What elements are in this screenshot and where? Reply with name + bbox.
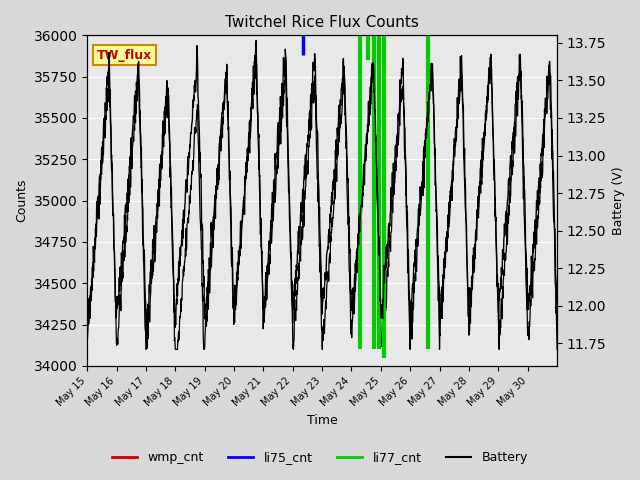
Legend: wmp_cnt, li75_cnt, li77_cnt, Battery: wmp_cnt, li75_cnt, li77_cnt, Battery xyxy=(107,446,533,469)
Y-axis label: Counts: Counts xyxy=(15,179,28,222)
Title: Twitchel Rice Flux Counts: Twitchel Rice Flux Counts xyxy=(225,15,419,30)
Y-axis label: Battery (V): Battery (V) xyxy=(612,166,625,235)
Text: TW_flux: TW_flux xyxy=(97,48,152,61)
X-axis label: Time: Time xyxy=(307,414,337,427)
